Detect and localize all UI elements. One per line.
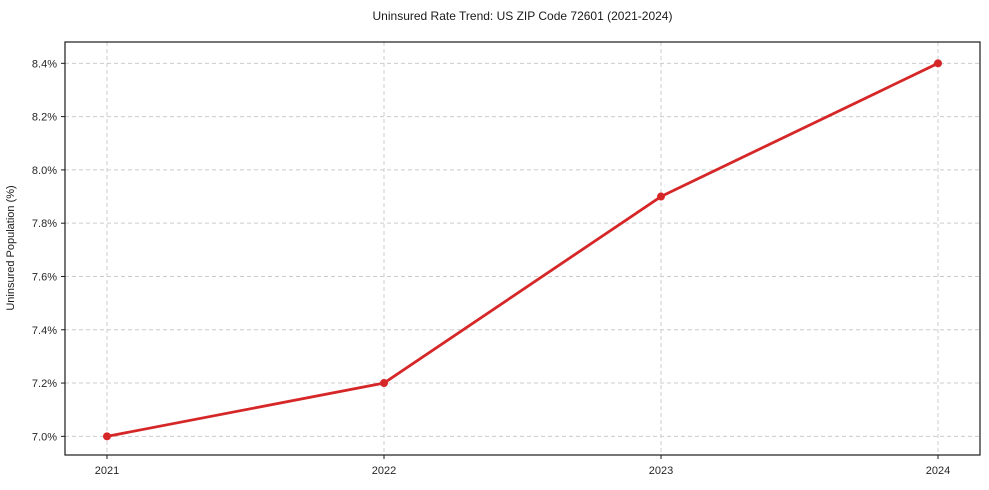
- trend-line: [105, 61, 940, 438]
- x-tick-label: 2022: [372, 465, 396, 477]
- y-tick-label: 7.2%: [32, 378, 57, 390]
- plot-area: 7.0% 7.2% 7.4% 7.6% 7.8% 8.0% 8.2% 8.4% 2021 2022…: [32, 41, 981, 477]
- data-point-marker: [934, 59, 942, 68]
- x-tick-label: 2021: [95, 465, 119, 477]
- y-tick-label: 8.4%: [32, 58, 57, 70]
- x-tick-label: 2024: [926, 465, 950, 477]
- data-point-marker: [103, 432, 111, 441]
- y-tick-label: 7.8%: [32, 218, 57, 230]
- y-tick-label: 8.2%: [32, 112, 57, 124]
- y-axis-label: Uninsured Population (%): [5, 185, 17, 310]
- data-point-marker: [657, 192, 665, 201]
- y-tick-label: 7.6%: [32, 271, 57, 283]
- y-tick-label: 7.0%: [32, 431, 57, 443]
- chart-title: Uninsured Rate Trend: US ZIP Code 72601 …: [372, 9, 673, 23]
- x-tick-label: 2023: [649, 465, 673, 477]
- y-tick-label: 8.0%: [32, 165, 57, 177]
- data-point-marker: [380, 379, 388, 388]
- plot-border: [64, 41, 981, 456]
- y-tick-label: 7.4%: [32, 325, 57, 337]
